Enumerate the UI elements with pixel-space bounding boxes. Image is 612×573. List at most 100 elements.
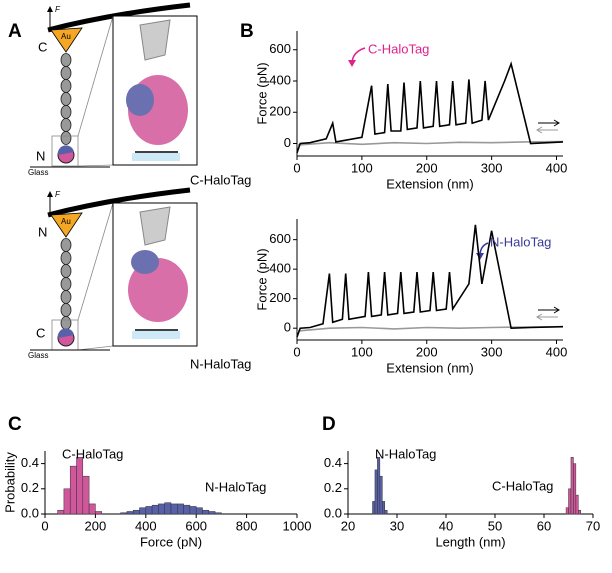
x-tick-label: 400 [546,160,568,175]
bar [189,506,197,515]
x-tick-label: 50 [488,518,502,533]
bar [208,511,216,515]
bar [57,509,65,515]
direction-arrows [348,47,560,321]
force-label: F [55,5,61,14]
diagram-top: F Au C Glass N C-HaloTag [28,2,251,187]
x-axis-label: Extension (nm) [386,360,473,375]
bar [126,511,134,515]
y-tick-label: 0.4 [324,455,342,470]
x-tick-label: 300 [481,160,503,175]
y-tick-label: 0.0 [21,505,39,520]
x-tick-label: 0 [41,518,48,533]
bar [95,511,102,515]
surface-label: Glass [28,168,48,177]
x-tick-label: 200 [416,344,438,359]
bar [568,488,572,515]
y-tick-label: 200 [269,290,291,305]
x-axis-label: Extension (nm) [386,176,473,191]
bar [139,507,147,515]
annotation: N-HaloTag [490,234,551,249]
x-tick-label: 100 [351,160,373,175]
annotation: C-HaloTag [368,41,429,56]
bar [573,463,577,515]
trace [296,325,564,332]
trace [296,140,564,146]
panel-letter: C [8,414,22,435]
bar [145,506,153,515]
tip-label: Au [61,32,71,41]
bar [183,504,191,515]
annotation: N-HaloTag [205,479,266,494]
bar [214,512,222,515]
bar [177,503,184,515]
bar [63,488,71,515]
bar [374,469,378,515]
bar [82,475,90,515]
bar [570,457,574,515]
y-tick-label: 600 [269,231,291,246]
panel-letter: A [8,21,22,42]
construct-label: C-HaloTag [190,172,251,187]
y-tick-label: 400 [269,72,291,87]
bar [76,457,84,515]
bar [382,501,385,515]
y-tick-label: 400 [269,261,291,276]
annotation: C-HaloTag [492,478,553,493]
construct-label: N-HaloTag [190,356,251,371]
bar [578,509,581,515]
x-tick-label: 200 [416,160,438,175]
x-tick-label: 40 [439,518,453,533]
y-tick-label: 0 [284,320,291,335]
bar [372,501,376,515]
bar [158,503,165,515]
bar [164,502,172,515]
x-tick-label: 200 [85,518,107,533]
y-axis-label: Force (pN) [254,62,269,124]
bar [195,507,203,515]
y-tick-label: 0 [284,135,291,150]
y-tick-label: 600 [269,41,291,56]
end-label: C [36,325,45,340]
annotation: N-HaloTag [375,446,436,461]
y-axis-label: Probability [2,452,17,513]
bar [565,507,569,515]
x-tick-label: 300 [481,344,503,359]
x-tick-label: 20 [341,518,355,533]
bar [379,475,383,515]
x-tick-label: 60 [537,518,551,533]
bar [575,494,579,515]
bar [202,509,210,515]
y-tick-label: 0.2 [324,480,342,495]
x-tick-label: 1000 [283,518,312,533]
bar [69,465,77,515]
bar [120,512,128,515]
tip-label: Au [61,217,71,226]
bar [88,503,96,515]
annotation: C-HaloTag [62,446,123,461]
bar [377,457,381,515]
y-tick-label: 0.2 [21,480,39,495]
panel-letter: B [240,21,254,42]
trace [296,224,564,338]
x-tick-label: 0 [293,160,300,175]
x-axis-label: Force (pN) [140,534,202,549]
end-label: N [36,148,45,163]
bar [151,504,159,515]
x-tick-label: 30 [390,518,404,533]
x-tick-label: 400 [135,518,157,533]
x-tick-label: 600 [185,518,207,533]
x-axis-label: Length (nm) [435,534,505,549]
bar [132,509,140,515]
x-tick-label: 70 [586,518,600,533]
bar [384,509,388,515]
trace [296,61,564,154]
y-tick-label: 0.4 [21,455,39,470]
surface-label: Glass [28,351,48,360]
x-tick-label: 800 [236,518,258,533]
panel-letter: D [322,414,336,435]
bar [170,503,178,515]
y-tick-label: 200 [269,104,291,119]
y-axis-label: Force (pN) [254,248,269,310]
